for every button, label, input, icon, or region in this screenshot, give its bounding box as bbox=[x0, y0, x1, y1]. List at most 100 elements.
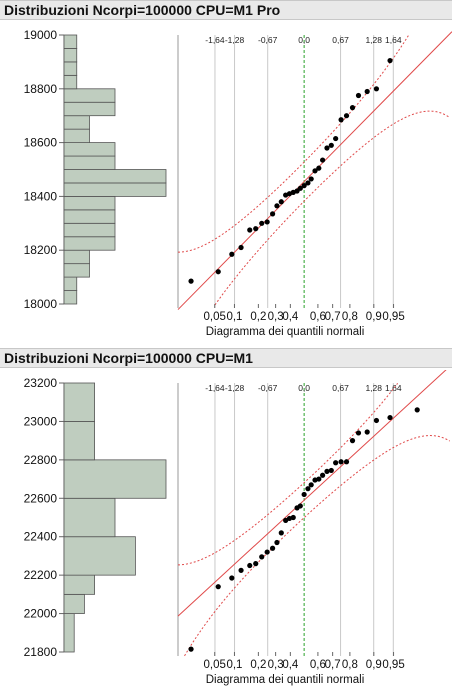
z-tick-label: -0,67 bbox=[258, 35, 278, 45]
histogram-bar bbox=[63, 613, 75, 653]
quantile-point bbox=[328, 142, 334, 148]
quantile-point bbox=[305, 180, 311, 186]
prob-tick-label: 0,95 bbox=[382, 311, 404, 323]
quantile-point bbox=[308, 482, 314, 488]
prob-tick-label: 0,8 bbox=[342, 659, 358, 671]
quantile-point bbox=[338, 117, 344, 123]
quantile-point bbox=[320, 472, 326, 478]
histogram-bar bbox=[63, 263, 90, 278]
histogram-bar bbox=[63, 497, 116, 538]
quantile-point bbox=[333, 460, 339, 466]
histogram-bar bbox=[63, 459, 167, 499]
quantile-point bbox=[301, 491, 307, 498]
panel-header-m1pro[interactable]: Distribuzioni Ncorpi=100000 CPU=M1 Pro bbox=[0, 0, 452, 20]
prob-tick-label: 0,6 bbox=[310, 311, 326, 323]
prob-tick-label: 0,3 bbox=[268, 311, 284, 323]
z-tick-label: -1,28 bbox=[225, 35, 245, 45]
z-tick-label: -1,28 bbox=[225, 383, 245, 393]
prob-tick-label: 0,3 bbox=[268, 659, 284, 671]
confidence-band-upper bbox=[177, 35, 409, 253]
z-tick-label: 1,64 bbox=[385, 35, 402, 45]
x-axis-label: Diagramma dei quantili normali bbox=[206, 674, 365, 686]
quantile-point bbox=[320, 157, 326, 163]
quantile-point bbox=[278, 199, 284, 205]
histogram-bar bbox=[63, 382, 96, 422]
quantile-point bbox=[188, 646, 194, 652]
quantile-point bbox=[264, 219, 270, 225]
histogram-bar bbox=[63, 169, 167, 184]
z-tick-label: -1,64 bbox=[205, 383, 225, 393]
prob-tick-label: 0,1 bbox=[226, 659, 242, 671]
quantile-point bbox=[274, 203, 280, 209]
histogram-bar bbox=[63, 128, 90, 144]
y-tick-label: 22400 bbox=[24, 530, 58, 544]
quantile-point bbox=[278, 530, 284, 536]
prob-tick-label: 0,4 bbox=[282, 311, 299, 323]
quantile-point bbox=[328, 467, 334, 474]
z-tick-label: 1,28 bbox=[365, 383, 382, 393]
quantile-point bbox=[264, 549, 270, 555]
y-tick-label: 23000 bbox=[24, 414, 58, 428]
quantile-point bbox=[324, 468, 330, 474]
y-tick-label: 21800 bbox=[24, 645, 58, 659]
prob-tick-label: 0,05 bbox=[204, 659, 226, 671]
prob-tick-label: 0,6 bbox=[310, 659, 326, 671]
z-tick-label: 0,67 bbox=[332, 35, 349, 45]
z-tick-label: -0,67 bbox=[258, 383, 278, 393]
quantile-point bbox=[373, 86, 380, 92]
histogram-bar bbox=[63, 61, 78, 76]
quantile-point bbox=[253, 226, 259, 232]
quantile-point bbox=[253, 561, 259, 567]
y-tick-label: 22800 bbox=[24, 453, 58, 467]
prob-tick-label: 0,7 bbox=[325, 659, 341, 671]
z-tick-label: 1,28 bbox=[365, 35, 382, 45]
normal-fit-line bbox=[177, 370, 447, 617]
confidence-band-lower bbox=[214, 110, 451, 306]
quantile-point bbox=[215, 584, 221, 590]
y-tick-label: 22600 bbox=[24, 491, 58, 505]
panel-title: Distribuzioni Ncorpi=100000 CPU=M1 bbox=[4, 350, 253, 366]
panel-title: Distribuzioni Ncorpi=100000 CPU=M1 Pro bbox=[4, 2, 281, 18]
distribution-chart-m1: 21800 22000 22200 22400 22600 22800 23000 23200… bbox=[24, 370, 451, 686]
quantile-point bbox=[269, 545, 276, 551]
histogram-bar bbox=[63, 101, 116, 117]
prob-tick-label: 0,8 bbox=[342, 311, 358, 323]
histogram-bar bbox=[63, 155, 116, 170]
quantile-point bbox=[316, 476, 322, 482]
quantile-point bbox=[259, 220, 265, 226]
quantile-point bbox=[259, 554, 265, 560]
quantile-point bbox=[387, 57, 393, 64]
histogram-bar bbox=[63, 593, 85, 614]
quantile-point bbox=[316, 165, 322, 171]
prob-tick-label: 0,4 bbox=[282, 659, 299, 671]
y-tick-label: 18800 bbox=[24, 82, 58, 96]
y-tick-label: 22000 bbox=[24, 607, 58, 621]
y-tick-label: 22200 bbox=[24, 568, 58, 582]
quantile-point bbox=[247, 227, 253, 233]
quantile-point bbox=[343, 113, 350, 119]
quantile-point bbox=[188, 278, 194, 284]
quantile-point bbox=[355, 430, 362, 436]
histogram-bar bbox=[63, 182, 167, 197]
prob-tick-label: 0,1 bbox=[226, 311, 242, 323]
y-tick-label: 19000 bbox=[24, 28, 58, 42]
quantile-point bbox=[229, 251, 235, 257]
histogram-bar bbox=[63, 249, 90, 265]
quantile-point bbox=[338, 459, 344, 465]
quantile-point bbox=[387, 414, 393, 421]
histogram-bar bbox=[63, 574, 96, 595]
histogram-bar bbox=[63, 222, 116, 238]
quantile-point bbox=[238, 244, 244, 251]
quantile-point bbox=[324, 145, 330, 151]
quantile-point bbox=[312, 168, 318, 174]
quantile-point bbox=[247, 562, 253, 569]
quantile-point bbox=[238, 567, 244, 573]
histogram-bar bbox=[63, 115, 90, 130]
histogram-bar bbox=[63, 34, 78, 49]
z-tick-label: 0,0 bbox=[298, 35, 310, 45]
panel-header-m1[interactable]: Distribuzioni Ncorpi=100000 CPU=M1 bbox=[0, 348, 452, 368]
y-tick-label: 18000 bbox=[24, 297, 58, 311]
histogram-bar bbox=[63, 209, 116, 224]
quantile-point bbox=[333, 135, 339, 142]
quantile-point bbox=[297, 185, 303, 191]
